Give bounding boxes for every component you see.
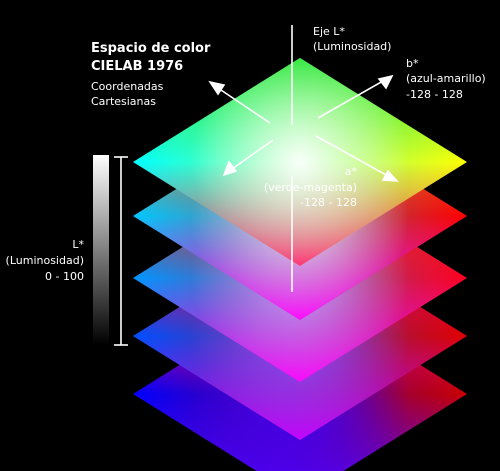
lab-layer-top <box>133 58 467 266</box>
L-axis-sublabel: (Luminosidad) <box>313 40 392 53</box>
L-scale-sublabel: (Luminosidad) <box>5 254 84 267</box>
L-scale-label: L* <box>72 238 84 251</box>
arrowhead-a-back <box>208 80 226 96</box>
b-axis-sublabel: (azul-amarillo) <box>406 72 486 85</box>
b-axis-label: b* <box>406 57 419 70</box>
a-axis-label: a* <box>344 165 357 178</box>
subtitle-line-1: Coordenadas <box>91 80 164 93</box>
arrowhead-b-back <box>222 160 238 177</box>
title-line-1: Espacio de color <box>91 41 211 56</box>
subtitle-line-2: Cartesianas <box>91 95 156 108</box>
b-axis-arrow-front <box>317 80 384 119</box>
arrowhead-b-front <box>377 74 394 90</box>
title-line-2: CIELAB 1976 <box>91 59 184 74</box>
b-axis-range: -128 - 128 <box>406 88 463 101</box>
luminosity-gradient-bar <box>93 155 109 345</box>
a-axis-arrow-back <box>217 87 271 124</box>
L-scale-range: 0 - 100 <box>45 270 84 283</box>
L-axis-label: Eje L* <box>313 25 345 38</box>
luminosity-bracket <box>114 156 128 346</box>
lab-layers <box>133 58 467 471</box>
a-axis-sublabel: (verde-magenta) <box>263 181 357 194</box>
a-axis-range: -128 - 128 <box>300 196 357 209</box>
a-axis-arrow-front <box>315 135 389 177</box>
arrowhead-a-front <box>381 169 399 182</box>
b-axis-arrow-back <box>231 139 274 170</box>
